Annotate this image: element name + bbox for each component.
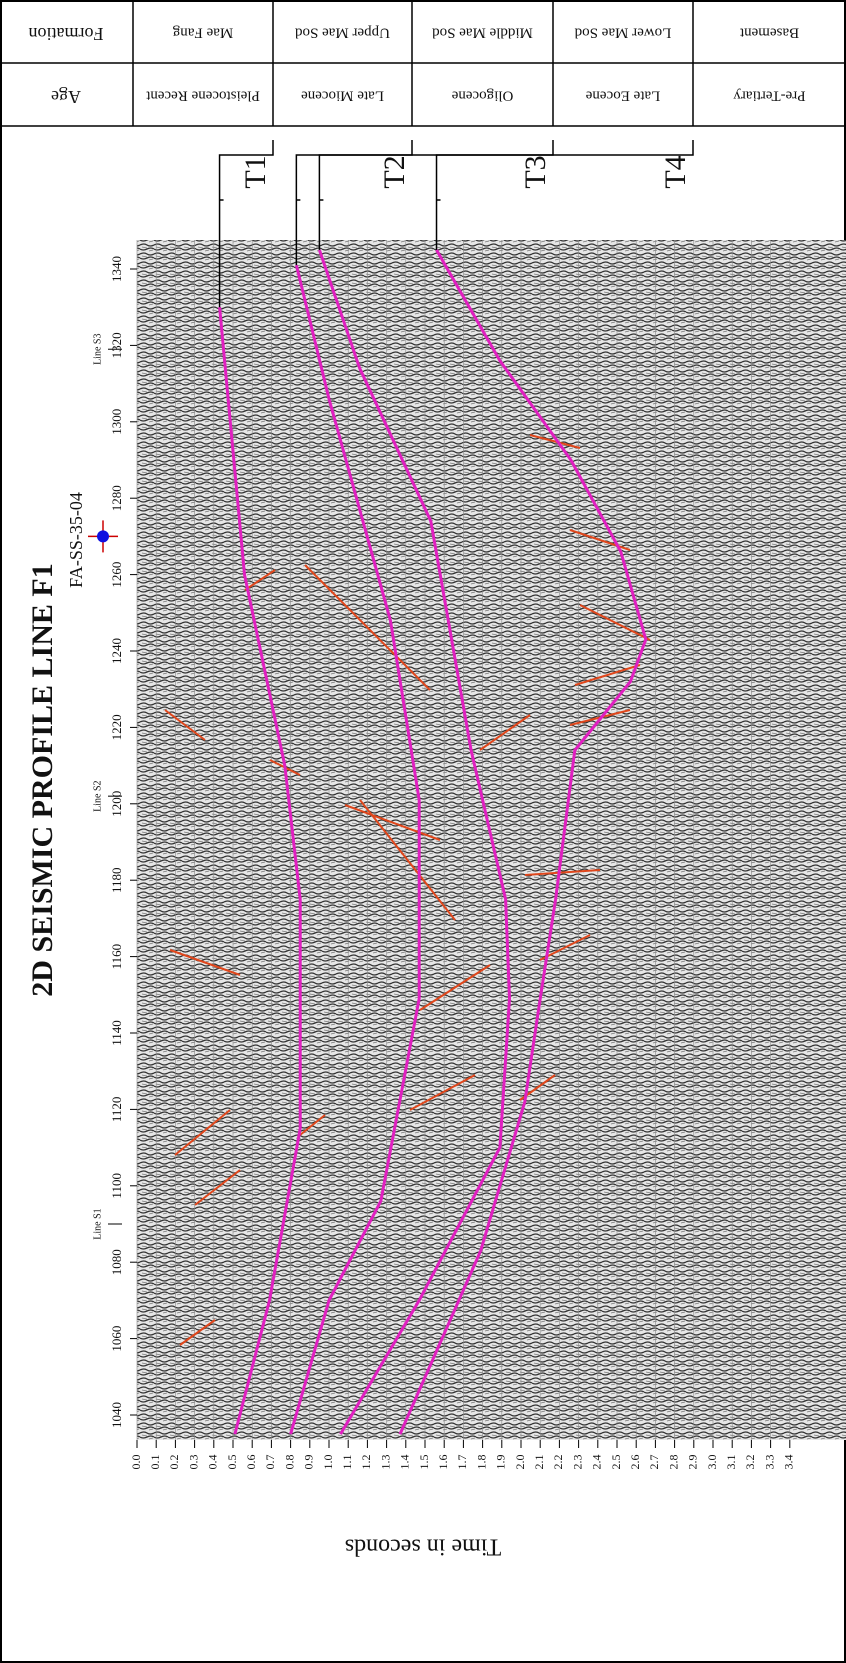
time-tick-label: 3.3	[762, 1455, 776, 1470]
time-tick-label: 0.9	[302, 1455, 316, 1470]
table-header: Formation	[29, 24, 104, 44]
time-tick-label: 0.1	[148, 1455, 162, 1470]
table-cell: Late Eocene	[585, 88, 660, 104]
horizon-label: T3	[519, 155, 552, 188]
cdp-tick-label: 1280	[109, 485, 124, 511]
time-tick-label: 2.1	[532, 1455, 546, 1470]
time-tick-label: 2.8	[666, 1455, 680, 1470]
cdp-tick-label: 1140	[109, 1020, 124, 1046]
time-tick-label: 2.6	[628, 1455, 642, 1470]
time-tick-label: 2.3	[570, 1455, 584, 1470]
time-axis-label: Time in seconds	[345, 1533, 501, 1559]
cdp-tick-label: 1100	[109, 1173, 124, 1199]
line-label: Line S1	[92, 1208, 103, 1239]
cdp-tick-label: 1240	[109, 638, 124, 664]
cdp-tick-label: 1200	[109, 791, 124, 817]
time-tick-label: 2.0	[513, 1455, 527, 1470]
table-cell: Mae Fang	[172, 25, 233, 41]
time-tick-label: 1.4	[398, 1455, 412, 1470]
table-header: Age	[51, 87, 81, 107]
time-tick-label: 2.7	[647, 1455, 661, 1470]
cdp-tick-label: 1040	[109, 1402, 124, 1428]
time-tick-label: 1.0	[321, 1455, 335, 1470]
time-tick-label: 0.3	[186, 1455, 200, 1470]
cdp-tick-label: 1220	[109, 714, 124, 740]
time-tick-label: 1.5	[417, 1455, 431, 1470]
cdp-tick-label: 1340	[109, 256, 124, 282]
line-label: Line S2	[92, 780, 103, 811]
time-tick-label: 1.1	[340, 1455, 354, 1470]
time-tick-label: 2.9	[686, 1455, 700, 1470]
time-tick-label: 0.8	[282, 1455, 296, 1470]
time-tick-label: 0.0	[129, 1455, 143, 1470]
time-tick-label: 0.4	[206, 1455, 220, 1470]
time-tick-label: 3.1	[724, 1455, 738, 1470]
table-cell: Pre-Tertiary	[733, 88, 806, 104]
table-cell: Middle Mae Sod	[432, 25, 533, 41]
table-cell: Pleistocene Recent	[145, 88, 260, 104]
line-label: Line S3	[92, 334, 103, 365]
time-tick-label: 3.0	[705, 1455, 719, 1470]
horizon-label: T1	[239, 155, 272, 188]
cdp-tick-label: 1080	[109, 1249, 124, 1275]
time-tick-label: 0.6	[244, 1455, 258, 1470]
horizon-label: T2	[378, 155, 411, 188]
well-marker	[97, 530, 109, 542]
horizon-label: T4	[659, 155, 692, 188]
seismic-figure: 2D SEISMIC PROFILE LINE F1 FA-SS-35-04 T…	[0, 0, 846, 1663]
time-tick-label: 3.4	[782, 1455, 796, 1470]
cdp-tick-label: 1180	[109, 867, 124, 893]
time-tick-label: 1.6	[436, 1455, 450, 1470]
time-tick-label: 2.5	[609, 1455, 623, 1470]
time-tick-label: 3.2	[743, 1455, 757, 1470]
table-cell: Basement	[739, 25, 799, 41]
time-tick-label: 1.2	[359, 1455, 373, 1470]
cdp-tick-label: 1300	[109, 409, 124, 435]
time-tick-label: 0.7	[263, 1455, 277, 1470]
cdp-tick-label: 1060	[109, 1326, 124, 1352]
table-cell: Late Miocene	[301, 88, 384, 104]
cdp-tick-label: 1320	[109, 332, 124, 358]
time-tick-label: 1.9	[494, 1455, 508, 1470]
time-tick-label: 1.3	[378, 1455, 392, 1470]
title: 2D SEISMIC PROFILE LINE F1	[26, 563, 59, 996]
time-tick-label: 2.4	[590, 1455, 604, 1470]
cdp-tick-label: 1260	[109, 562, 124, 588]
table-grid	[0, 63, 846, 126]
table-cell: Oligocene	[451, 88, 513, 104]
cdp-tick-label: 1160	[109, 944, 124, 970]
cdp-tick-label: 1120	[109, 1097, 124, 1123]
well-label: FA-SS-35-04	[66, 492, 86, 588]
leader-line	[437, 140, 693, 250]
time-tick-label: 1.8	[474, 1455, 488, 1470]
table-cell: Lower Mae Sod	[574, 25, 671, 41]
time-tick-label: 0.2	[167, 1455, 181, 1470]
table-cell: Upper Mae Sod	[295, 25, 390, 41]
time-tick-label: 1.7	[455, 1455, 469, 1470]
time-tick-label: 0.5	[225, 1455, 239, 1470]
time-tick-label: 2.2	[551, 1455, 565, 1470]
